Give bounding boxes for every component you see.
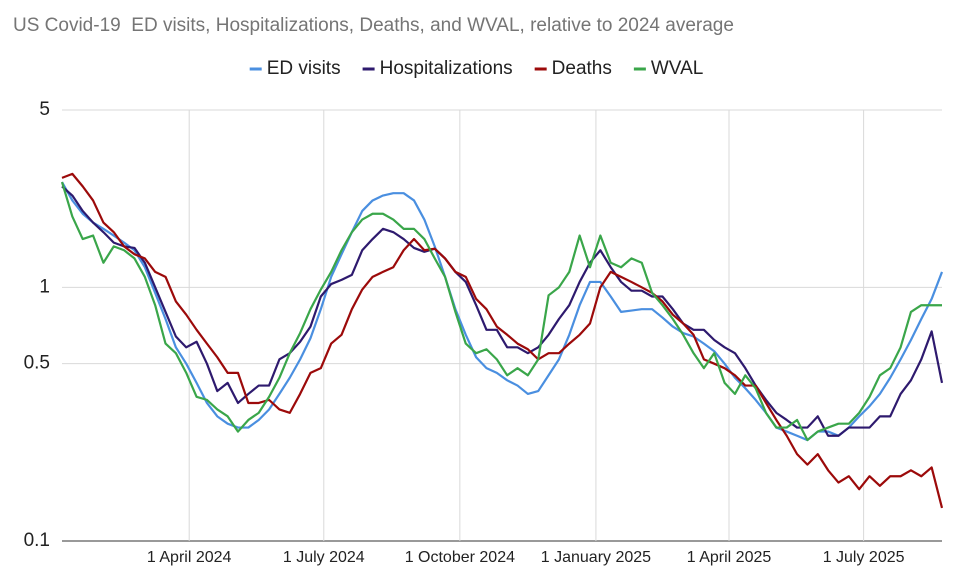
series-line — [60, 181, 942, 442]
series-line — [61, 172, 944, 509]
legend-label: WVAL — [651, 58, 703, 79]
x-tick-label: 1 July 2025 — [823, 549, 905, 566]
legend: ED visits Hospitalizations Deaths WVAL — [249, 58, 703, 79]
legend-item: Deaths — [534, 58, 612, 79]
x-tick-label: 1 January 2025 — [541, 549, 651, 566]
x-tick-label: 1 April 2025 — [687, 549, 772, 566]
y-tick-label: 0.5 — [24, 353, 50, 374]
legend-label: Hospitalizations — [380, 58, 513, 79]
y-tick-label: 1 — [39, 276, 50, 297]
legend-item: Hospitalizations — [362, 58, 513, 79]
chart-title: US Covid-19 ED visits, Hospitalizations,… — [13, 15, 734, 36]
legend-item: ED visits — [249, 58, 341, 79]
x-tick-label: 1 April 2024 — [147, 549, 232, 566]
x-tick-label: 1 October 2024 — [405, 549, 515, 566]
legend-label: Deaths — [552, 58, 612, 79]
x-tick-label: 1 July 2024 — [283, 549, 365, 566]
y-tick-label: 0.1 — [24, 530, 50, 551]
y-tick-label: 5 — [39, 99, 50, 120]
legend-label: ED visits — [267, 58, 341, 79]
series-line — [61, 185, 944, 437]
series-line — [61, 181, 944, 442]
legend-item: WVAL — [633, 58, 703, 79]
